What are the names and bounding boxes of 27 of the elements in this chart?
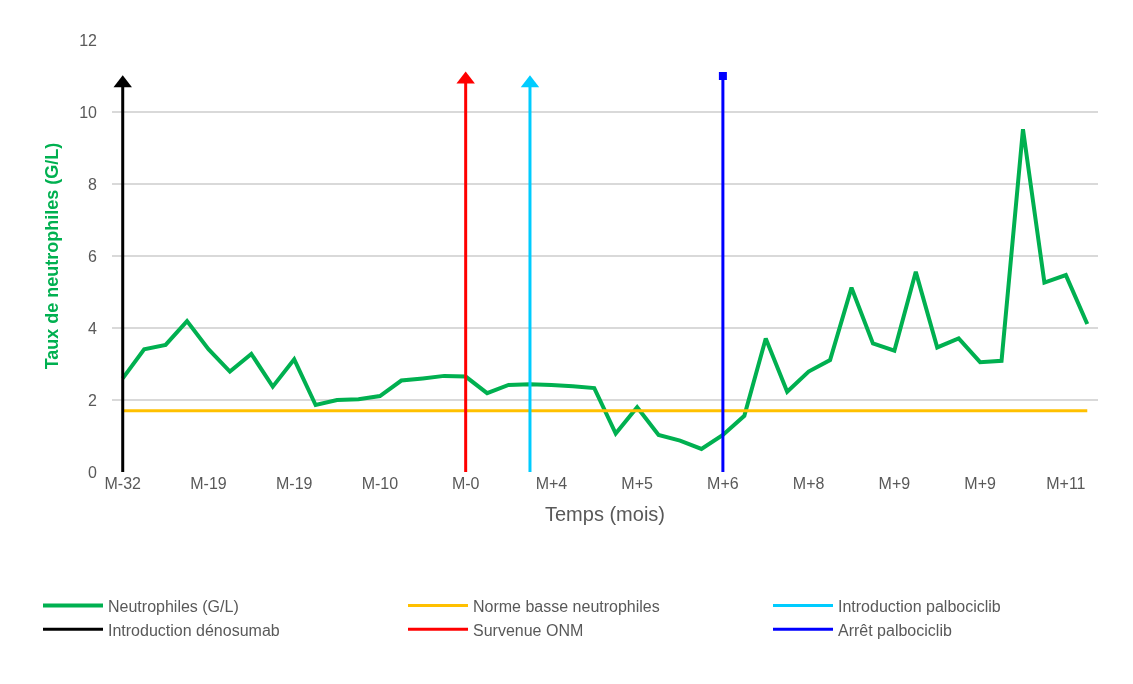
- legend-label: Survenue ONM: [473, 621, 584, 639]
- legend-label: Norme basse neutrophiles: [473, 597, 660, 615]
- x-tick-label: M+8: [792, 475, 825, 492]
- x-axis-title: Temps (mois): [544, 502, 666, 525]
- x-tick-label: M-32: [104, 475, 142, 492]
- x-tick-label: M+9: [964, 475, 996, 492]
- legend-label: Neutrophiles (G/L): [108, 597, 239, 615]
- legend-label: Introduction dénosumab: [108, 621, 280, 639]
- y-tick-label: 4: [88, 319, 98, 337]
- y-tick-label: 2: [88, 391, 98, 409]
- x-tick-label: M-10: [361, 475, 399, 492]
- y-tick-label: 6: [88, 247, 98, 265]
- x-tick-label: M+6: [707, 475, 739, 492]
- x-tick-label: M-19: [275, 475, 313, 492]
- y-tick-label: 10: [79, 103, 98, 121]
- x-tick-label: M-19: [190, 475, 227, 492]
- x-tick-label: M+5: [621, 475, 654, 492]
- y-tick-label: 0: [88, 463, 98, 481]
- y-axis-title: Taux de neutrophiles (G/L): [42, 142, 63, 370]
- x-tick-label: M+4: [535, 475, 568, 492]
- x-tick-label: M+11: [1046, 475, 1086, 492]
- x-tick-label: M-0: [451, 475, 480, 492]
- y-tick-label: 8: [88, 175, 98, 193]
- legend-label: Arrêt palbociclib: [838, 621, 952, 639]
- x-tick-label: M+9: [878, 475, 911, 492]
- legend-label: Introduction palbociclib: [838, 597, 1001, 615]
- y-tick-label: 12: [79, 31, 98, 49]
